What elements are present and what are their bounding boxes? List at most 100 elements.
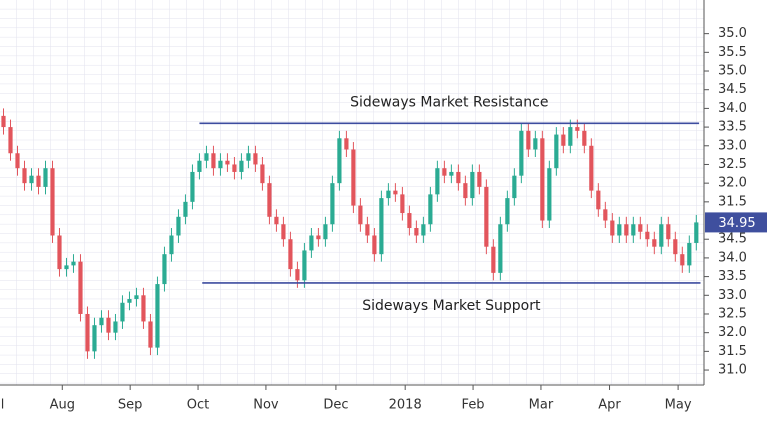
candle-body (8, 127, 13, 154)
candle-body (533, 138, 538, 150)
candle-body (148, 321, 153, 348)
candle-body (211, 153, 216, 169)
candle-body (43, 168, 48, 187)
candle-body (624, 224, 629, 236)
candle-body (568, 127, 573, 146)
y-tick-label: 35.5 (718, 45, 747, 60)
candle-body (302, 250, 307, 281)
candle-body (561, 134, 566, 146)
candle-body (456, 171, 461, 184)
candle-body (694, 222, 699, 243)
x-tick-label: Jul (0, 398, 4, 413)
candle-body (554, 134, 559, 169)
candle-body (666, 224, 671, 240)
candle-body (309, 235, 314, 251)
candle-body (253, 153, 258, 165)
candle-body (603, 209, 608, 221)
candle-body (428, 194, 433, 225)
candle-body (547, 168, 552, 221)
level-label: Sideways Market Resistance (350, 94, 548, 110)
candle-body (379, 198, 384, 255)
candle-body (652, 239, 657, 247)
candle-body (491, 246, 496, 273)
candle-body (176, 216, 181, 236)
candle-body (407, 213, 412, 229)
candle-body (414, 228, 419, 236)
y-tick-label: 34.5 (718, 232, 747, 247)
candle-body (673, 239, 678, 255)
x-tick-label: Nov (253, 398, 279, 413)
x-tick-label: Oct (187, 398, 209, 413)
candle-body (463, 183, 468, 199)
candle-body (582, 130, 587, 146)
y-tick-label: 35.0 (718, 64, 747, 79)
y-tick-label: 33.5 (718, 120, 747, 135)
candle-body (589, 145, 594, 191)
candle-body (106, 317, 111, 333)
y-tick-label: 32.5 (718, 306, 747, 321)
candle-body (449, 171, 454, 176)
candle-body (631, 224, 636, 236)
candle-body (526, 130, 531, 150)
candle-body (687, 242, 692, 266)
candle-body (638, 224, 643, 232)
candle-body (22, 168, 27, 184)
candle-body (505, 198, 510, 225)
candle-body (281, 224, 286, 240)
candle-body (274, 216, 279, 225)
candle-body (267, 183, 272, 217)
candle-body (232, 164, 237, 172)
x-tick-label: Sep (118, 398, 143, 413)
candle-body (85, 313, 90, 352)
y-tick-label: 32.5 (718, 157, 747, 172)
candle-body (421, 224, 426, 236)
y-tick-label: 32.0 (718, 176, 747, 191)
candle-body (155, 284, 160, 348)
y-tick-label: 32.0 (718, 325, 747, 340)
candle-body (386, 190, 391, 199)
candle-body (470, 171, 475, 199)
candle-body (393, 190, 398, 195)
candle-body (225, 160, 230, 165)
candle-body (36, 175, 41, 187)
candle-body (337, 138, 342, 184)
x-tick-label: Dec (323, 398, 348, 413)
level-label: Sideways Market Support (362, 298, 541, 314)
candle-body (71, 261, 76, 266)
candle-body (141, 295, 146, 322)
candle-body (15, 153, 20, 169)
candle-body (351, 149, 356, 206)
x-tick-label: Feb (462, 398, 485, 413)
y-tick-label: 31.5 (718, 344, 747, 359)
candle-body (99, 317, 104, 326)
x-tick-label: Mar (529, 398, 554, 413)
candle-body (260, 164, 265, 184)
candle-body (617, 224, 622, 236)
candle-body (484, 186, 489, 247)
candle-body (197, 160, 202, 172)
candle-body (435, 168, 440, 195)
candle-body (680, 254, 685, 266)
candle-body (358, 205, 363, 225)
candle-body (134, 295, 139, 300)
candle-body (113, 321, 118, 333)
x-tick-label: 2018 (389, 398, 422, 413)
candle-body (645, 231, 650, 240)
candle-body (477, 171, 482, 187)
candle-body (57, 235, 62, 270)
x-tick-label: May (665, 398, 692, 413)
y-tick-label: 33.5 (718, 269, 747, 284)
y-tick-label: 31.5 (718, 194, 747, 209)
candle-body (204, 153, 209, 161)
candle-body (372, 235, 377, 255)
candle-body (365, 224, 370, 236)
candle-body (183, 201, 188, 217)
candle-body (400, 194, 405, 214)
candle-body (344, 138, 349, 150)
candle-body (92, 325, 97, 352)
price-tag (705, 212, 767, 233)
candle-body (575, 127, 580, 131)
candle-body (610, 220, 615, 236)
y-tick-label: 31.0 (718, 363, 747, 378)
